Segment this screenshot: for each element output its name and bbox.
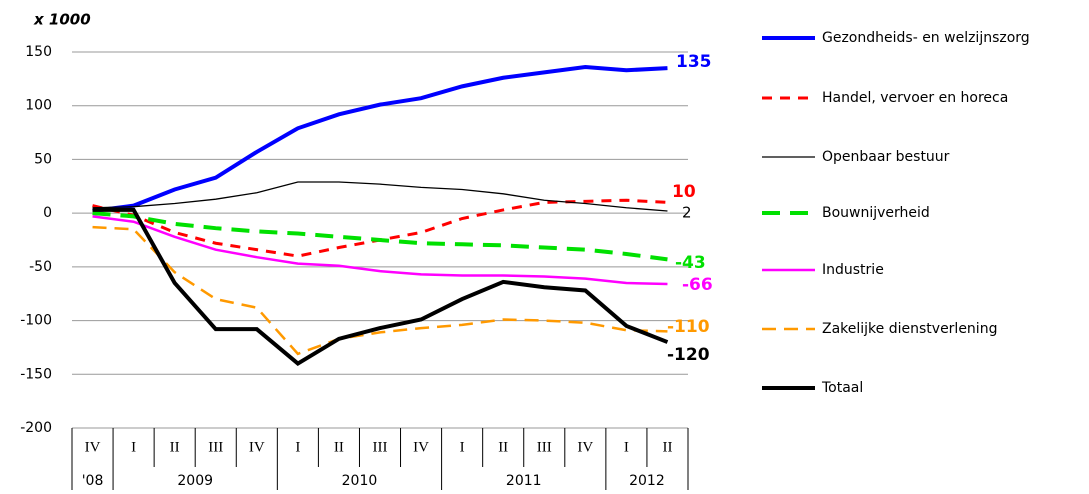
series-line (92, 181, 668, 212)
y-tick-label: -50 (29, 259, 52, 275)
end-label: 135 (676, 52, 712, 72)
y-tick-label: -200 (20, 420, 52, 436)
end-label: -120 (667, 345, 710, 365)
x-tick-label: III (537, 439, 552, 455)
legend-label: Industrie (822, 262, 884, 278)
x-tick-label: II (498, 439, 508, 455)
y-unit-label: x 1000 (33, 11, 91, 29)
legend-label: Totaal (821, 380, 863, 396)
end-label: -110 (667, 317, 710, 337)
y-tick-label: 100 (25, 98, 52, 114)
end-label: 10 (672, 182, 696, 202)
y-tick-label: 0 (43, 205, 52, 221)
y-tick-label: 50 (34, 151, 52, 167)
series-line (92, 215, 668, 286)
y-tick-label: -100 (20, 313, 52, 329)
end-label: -43 (675, 253, 706, 273)
y-tick-label: -150 (20, 366, 52, 382)
x-tick-label: II (662, 439, 672, 455)
x-tick-label: II (170, 439, 180, 455)
series-line (92, 211, 668, 262)
legend-label: Handel, vervoer en horeca (822, 90, 1008, 106)
legend-label: Zakelijke dienstverlening (822, 321, 997, 337)
legend-label: Openbaar bestuur (822, 149, 950, 165)
series-line (92, 207, 669, 366)
series-line (92, 225, 668, 356)
x-group-label: 2011 (506, 473, 542, 489)
series-line (92, 65, 668, 213)
end-label: -66 (682, 275, 713, 295)
x-tick-label: I (460, 439, 465, 455)
x-tick-label: IV (413, 439, 429, 455)
y-tick-label: 150 (25, 44, 52, 60)
end-label: 2 (682, 204, 692, 222)
x-group-label: '08 (82, 473, 104, 489)
x-group-label: 2009 (177, 473, 213, 489)
legend-label: Gezondheids- en welzijnszorg (822, 30, 1030, 46)
x-tick-label: I (295, 439, 300, 455)
x-tick-label: I (131, 439, 136, 455)
legend-label: Bouwnijverheid (822, 205, 930, 221)
x-tick-label: I (624, 439, 629, 455)
x-tick-label: III (208, 439, 223, 455)
x-group-label: 2010 (342, 473, 378, 489)
x-tick-label: IV (85, 439, 101, 455)
x-tick-label: III (373, 439, 388, 455)
x-tick-label: II (334, 439, 344, 455)
x-group-label: 2012 (629, 473, 665, 489)
x-tick-label: IV (249, 439, 265, 455)
x-tick-label: IV (577, 439, 593, 455)
